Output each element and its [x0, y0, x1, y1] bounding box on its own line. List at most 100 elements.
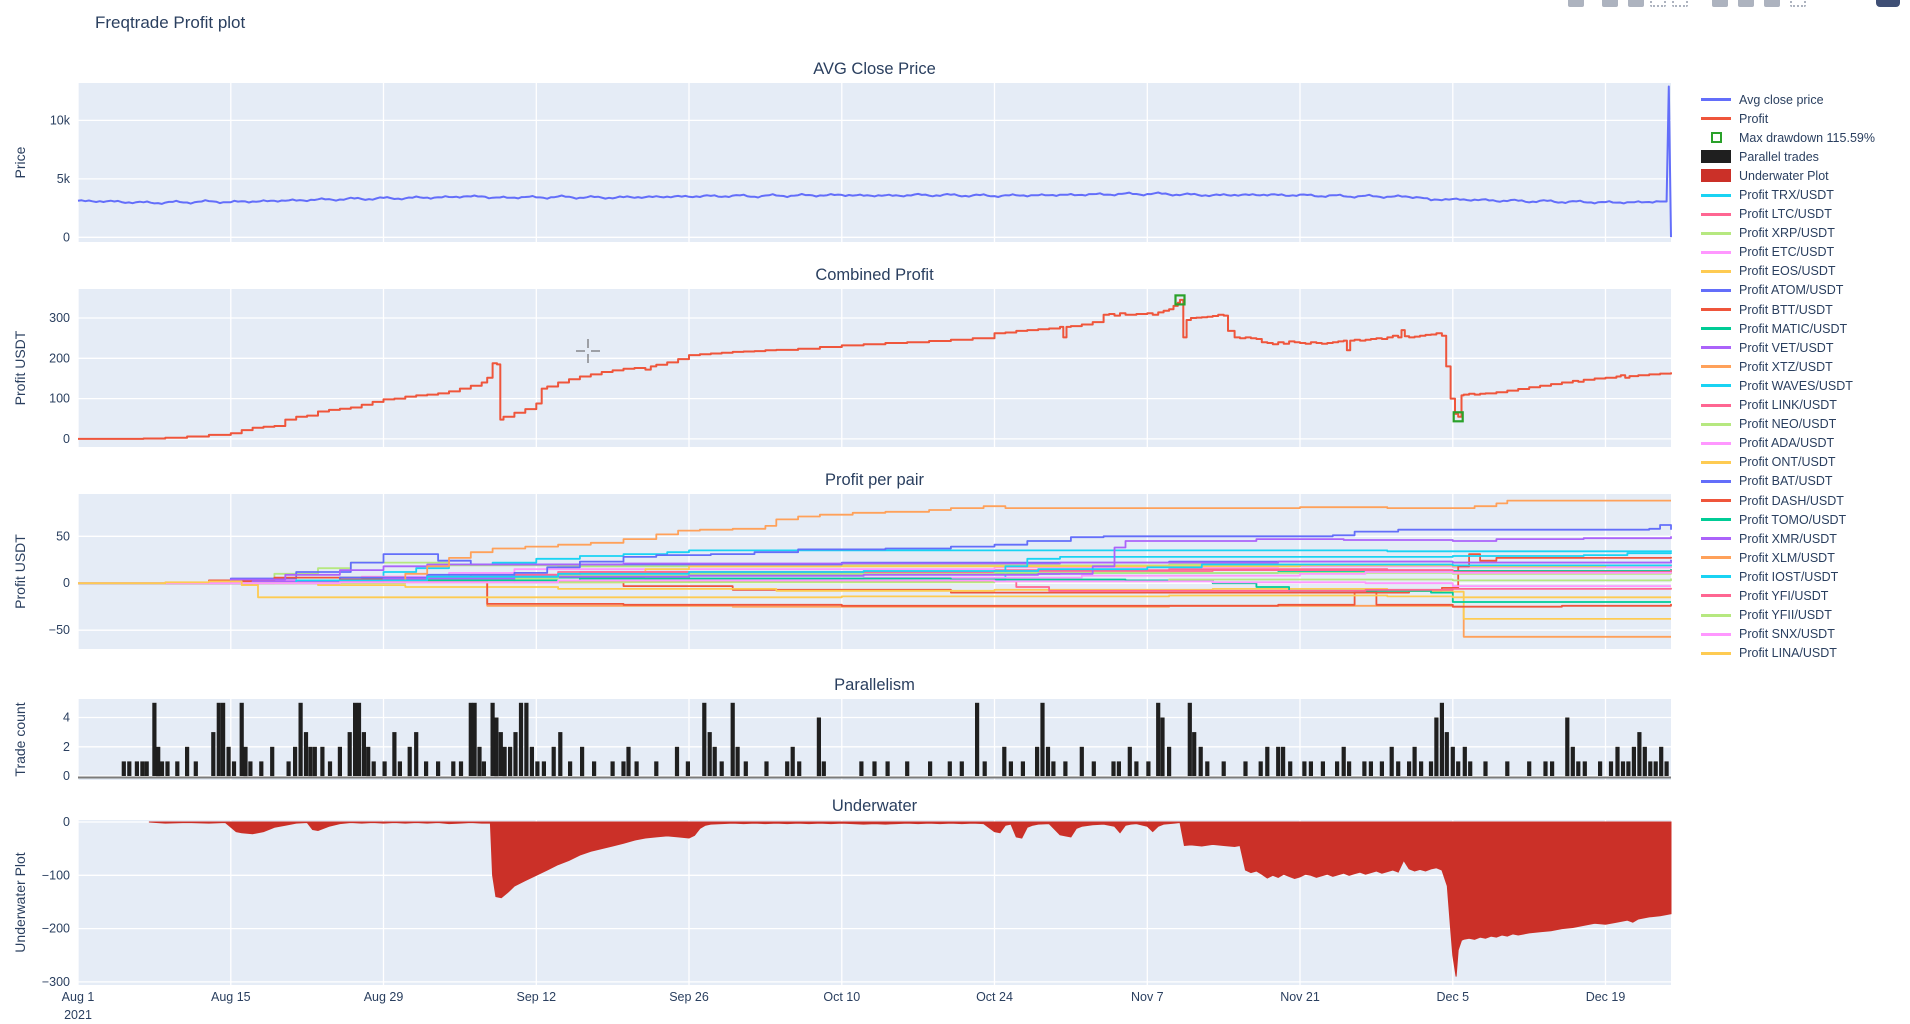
parallel-trades-bar [159, 761, 165, 776]
legend-item-profit-yfi-usdt[interactable]: Profit YFI/USDT [1701, 586, 1875, 605]
legend-item-profit-snx-usdt[interactable]: Profit SNX/USDT [1701, 625, 1875, 644]
parallel-trades-bar [719, 761, 724, 776]
legend-item-profit-eos-usdt[interactable]: Profit EOS/USDT [1701, 262, 1875, 281]
plot-area-combined-profit[interactable] [78, 289, 1671, 447]
y-axis-title-combined-profit: Profit USDT [12, 330, 28, 405]
parallel-trades-bar [407, 746, 412, 777]
legend-item-profit[interactable]: Profit [1701, 109, 1875, 128]
parallel-trades-bar [580, 746, 585, 777]
parallel-trades-bar [1565, 717, 1570, 777]
reset-axes-icon[interactable] [1790, 0, 1806, 7]
parallel-trades-bar [1631, 746, 1636, 777]
y-tick-label: 200 [49, 351, 70, 365]
parallel-trades-bar [498, 732, 503, 776]
lasso-select-icon[interactable] [1672, 0, 1688, 7]
legend-item-profit-ltc-usdt[interactable]: Profit LTC/USDT [1701, 205, 1875, 224]
parallel-trades-bar [1368, 761, 1373, 776]
legend-item-profit-etc-usdt[interactable]: Profit ETC/USDT [1701, 243, 1875, 262]
parallel-trades-bar [1167, 746, 1172, 777]
parallel-trades-bar [347, 732, 352, 776]
download-plot-icon[interactable] [1568, 0, 1584, 7]
parallel-trades-bar [472, 702, 477, 776]
y-tick-label: 50 [56, 529, 70, 543]
parallel-trades-bar [1637, 732, 1642, 776]
parallel-trades-bar [797, 761, 802, 776]
legend-item-profit-xmr-usdt[interactable]: Profit XMR/USDT [1701, 529, 1875, 548]
parallel-trades-bar [1116, 761, 1121, 776]
parallel-trades-bar [982, 761, 987, 776]
legend-line-swatch-icon [1701, 150, 1731, 164]
legend-item-profit-bat-usdt[interactable]: Profit BAT/USDT [1701, 472, 1875, 491]
x-tick-label: Sep 26 [669, 990, 709, 1004]
legend-label: Profit LINK/USDT [1739, 398, 1837, 413]
legend-item-profit-matic-usdt[interactable]: Profit MATIC/USDT [1701, 319, 1875, 338]
x-tick-label: Aug 1 [62, 990, 95, 1004]
parallel-trades-bar [1450, 746, 1455, 777]
parallel-trades-bar [513, 732, 518, 776]
parallel-trades-bar [975, 702, 980, 776]
autoscale-icon[interactable] [1764, 0, 1780, 7]
parallel-trades-bar [216, 702, 221, 776]
legend-item-profit-atom-usdt[interactable]: Profit ATOM/USDT [1701, 281, 1875, 300]
legend-item-avg-close-price[interactable]: Avg close price [1701, 90, 1875, 109]
plot-area-avg-close-price[interactable] [78, 83, 1671, 242]
parallel-trades-bar [1608, 761, 1614, 776]
y-axis-title-parallelism: Trade count [12, 702, 28, 776]
zoom-in-icon[interactable] [1712, 0, 1728, 7]
subplot-title-parallelism: Parallelism [834, 676, 915, 694]
legend-item-profit-xtz-usdt[interactable]: Profit XTZ/USDT [1701, 357, 1875, 376]
legend-item-profit-ont-usdt[interactable]: Profit ONT/USDT [1701, 453, 1875, 472]
parallel-trades-bar [298, 702, 303, 776]
parallel-trades-bar [1648, 761, 1653, 776]
legend-item-parallel-trades[interactable]: Parallel trades [1701, 147, 1875, 166]
legend-label: Profit EOS/USDT [1739, 264, 1836, 279]
zoom-icon[interactable] [1602, 0, 1618, 7]
subplot-title-combined-profit: Combined Profit [815, 266, 934, 284]
y-tick-label: −50 [49, 623, 70, 637]
legend-item-profit-btt-usdt[interactable]: Profit BTT/USDT [1701, 300, 1875, 319]
legend-item-max-drawdown-115-59[interactable]: Max drawdown 115.59% [1701, 128, 1875, 147]
legend-label: Profit XLM/USDT [1739, 550, 1835, 565]
legend-label: Profit YFI/USDT [1739, 588, 1829, 603]
legend-item-profit-neo-usdt[interactable]: Profit NEO/USDT [1701, 415, 1875, 434]
parallel-trades-bar [816, 717, 821, 777]
parallel-trades-bar [707, 732, 712, 776]
plotly-modebar [1568, 0, 1908, 7]
parallel-trades-bar [382, 761, 387, 776]
legend-item-profit-link-usdt[interactable]: Profit LINK/USDT [1701, 396, 1875, 415]
parallel-trades-bar [905, 761, 910, 776]
legend-item-profit-xrp-usdt[interactable]: Profit XRP/USDT [1701, 224, 1875, 243]
parallel-trades-bar [529, 746, 534, 777]
legend-item-profit-ada-usdt[interactable]: Profit ADA/USDT [1701, 434, 1875, 453]
legend-item-profit-vet-usdt[interactable]: Profit VET/USDT [1701, 338, 1875, 357]
legend-item-profit-xlm-usdt[interactable]: Profit XLM/USDT [1701, 548, 1875, 567]
legend-label: Profit WAVES/USDT [1739, 378, 1853, 393]
parallel-trades-bar [1205, 761, 1210, 776]
legend-label: Max drawdown 115.59% [1739, 130, 1875, 145]
legend-item-profit-lina-usdt[interactable]: Profit LINA/USDT [1701, 644, 1875, 663]
parallel-trades-bar [451, 761, 456, 776]
parallel-trades-bar [1396, 761, 1401, 776]
legend-item-profit-trx-usdt[interactable]: Profit TRX/USDT [1701, 185, 1875, 204]
legend-item-profit-dash-usdt[interactable]: Profit DASH/USDT [1701, 491, 1875, 510]
legend-item-profit-waves-usdt[interactable]: Profit WAVES/USDT [1701, 376, 1875, 395]
parallel-trades-bar [785, 761, 790, 776]
parallel-trades-bar [743, 761, 748, 776]
legend-label: Profit NEO/USDT [1739, 417, 1837, 432]
max-drawdown-marker [1452, 411, 1464, 423]
legend-item-underwater-plot[interactable]: Underwater Plot [1701, 166, 1875, 185]
x-tick-label: Oct 24 [976, 990, 1013, 1004]
parallel-trades-bar [1146, 761, 1151, 776]
zoom-out-icon[interactable] [1738, 0, 1754, 7]
pan-icon[interactable] [1628, 0, 1644, 7]
plotly-logo[interactable] [1876, 0, 1900, 7]
legend-item-profit-tomo-usdt[interactable]: Profit TOMO/USDT [1701, 510, 1875, 529]
legend-item-profit-yfii-usdt[interactable]: Profit YFII/USDT [1701, 606, 1875, 625]
legend-item-profit-iost-usdt[interactable]: Profit IOST/USDT [1701, 567, 1875, 586]
box-select-icon[interactable] [1650, 0, 1666, 7]
legend-label: Avg close price [1739, 92, 1824, 107]
legend-label: Profit BAT/USDT [1739, 474, 1833, 489]
parallel-trades-bar [231, 761, 237, 776]
parallel-trades-bar [1127, 746, 1132, 777]
